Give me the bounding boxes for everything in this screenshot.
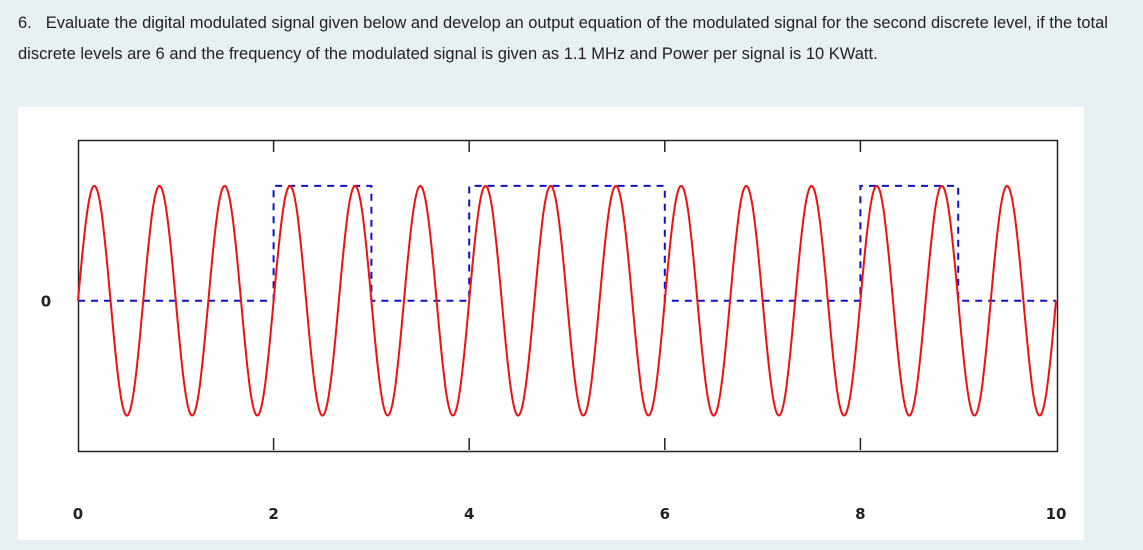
figure-panel: 0 2 4 6 8 10 0 — [18, 107, 1084, 540]
axis-ticks — [272, 140, 862, 450]
x-tick-label: 8 — [855, 505, 865, 523]
axis-tick-labels: 0 2 4 6 8 10 0 — [41, 293, 1067, 523]
question-number: 6. — [18, 14, 32, 32]
y-tick-label: 0 — [41, 293, 51, 311]
x-tick-label: 4 — [464, 505, 474, 523]
x-tick-label: 6 — [660, 505, 670, 523]
question-body: Evaluate the digital modulated signal gi… — [18, 14, 1108, 63]
series-group — [77, 184, 1057, 417]
question-text: 6. Evaluate the digital modulated signal … — [18, 8, 1133, 70]
x-tick-label: 10 — [1046, 505, 1067, 523]
carrier-signal-line — [77, 184, 1057, 417]
data-signal-line — [78, 184, 1056, 302]
x-tick-label: 0 — [73, 505, 83, 523]
x-tick-label: 2 — [268, 505, 278, 523]
modulated-signal-chart: 0 2 4 6 8 10 0 — [41, 139, 1067, 523]
